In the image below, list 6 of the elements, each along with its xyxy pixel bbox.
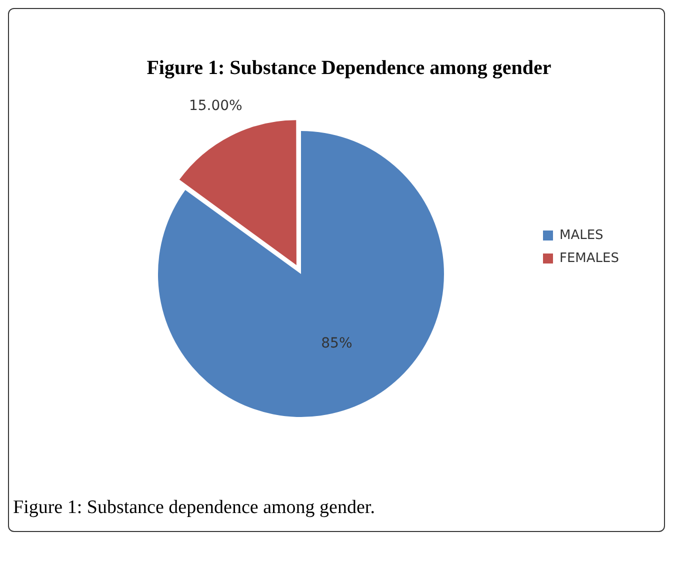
caption: Figure 1: Substance dependence among gender. — [12, 497, 376, 519]
data-label: 85% — [321, 336, 352, 352]
chart-title: Figure 1: Substance Dependence among gender — [146, 57, 552, 80]
legend-label: FEMALES — [559, 250, 620, 266]
legend-label: MALES — [559, 228, 604, 243]
data-label: 15.00% — [188, 98, 242, 114]
